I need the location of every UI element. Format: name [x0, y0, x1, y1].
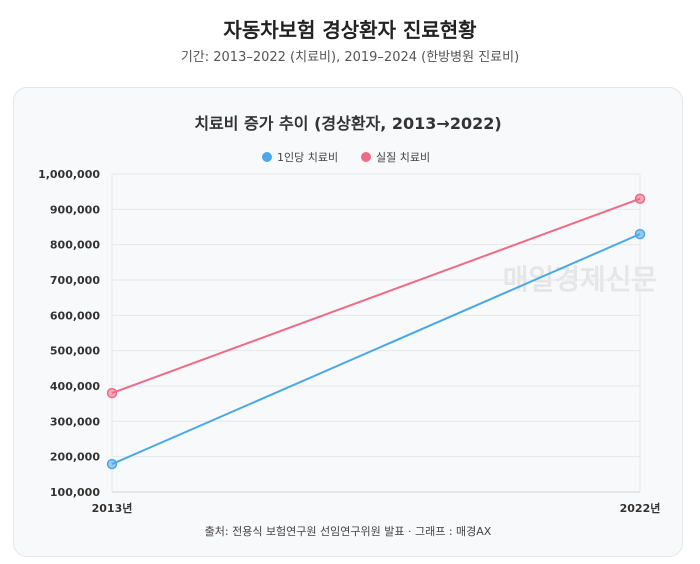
y-tick-label: 1,000,000: [38, 168, 100, 181]
series-line-1: [111, 197, 641, 395]
grid: [111, 173, 641, 493]
y-axis: 1,000,000 900,000 800,000 700,000 600,000 500…: [38, 168, 100, 499]
series-layer: [106, 193, 646, 470]
y-tick-label: 400,000: [50, 380, 100, 393]
x-axis: 2013년 2022년: [92, 501, 661, 515]
y-tick-label: 800,000: [50, 239, 100, 252]
chart-card: [13, 87, 683, 557]
y-tick-label: 700,000: [50, 274, 100, 287]
y-tick-label: 300,000: [50, 415, 100, 428]
legend-marker-real: [361, 152, 371, 162]
data-point: [106, 458, 118, 470]
page-title: 자동차보험 경상환자 진료현황: [223, 18, 477, 42]
x-tick-label: 2013년: [92, 501, 133, 515]
chart-title: 치료비 증가 추이 (경상환자, 2013→2022): [194, 114, 501, 133]
legend-marker-per-capita: [262, 152, 272, 162]
source-note: 출처: 전용식 보험연구원 선임연구위원 발표 · 그래프 : 매경AX: [205, 525, 492, 538]
data-point: [634, 228, 646, 240]
data-point: [106, 387, 118, 399]
y-tick-label: 100,000: [50, 486, 100, 499]
y-tick-label: 500,000: [50, 345, 100, 358]
series-line-0: [111, 233, 641, 466]
y-tick-label: 200,000: [50, 451, 100, 464]
legend: 1인당 치료비 실질 치료비: [262, 151, 430, 164]
x-tick-label: 2022년: [620, 501, 661, 515]
legend-label-per-capita: 1인당 치료비: [277, 151, 338, 164]
y-tick-label: 900,000: [50, 203, 100, 216]
data-point: [634, 193, 646, 204]
page-subtitle: 기간: 2013–2022 (치료비), 2019–2024 (한방병원 진료비…: [180, 50, 520, 65]
legend-label-real: 실질 치료비: [376, 151, 430, 164]
y-tick-label: 600,000: [50, 309, 100, 322]
